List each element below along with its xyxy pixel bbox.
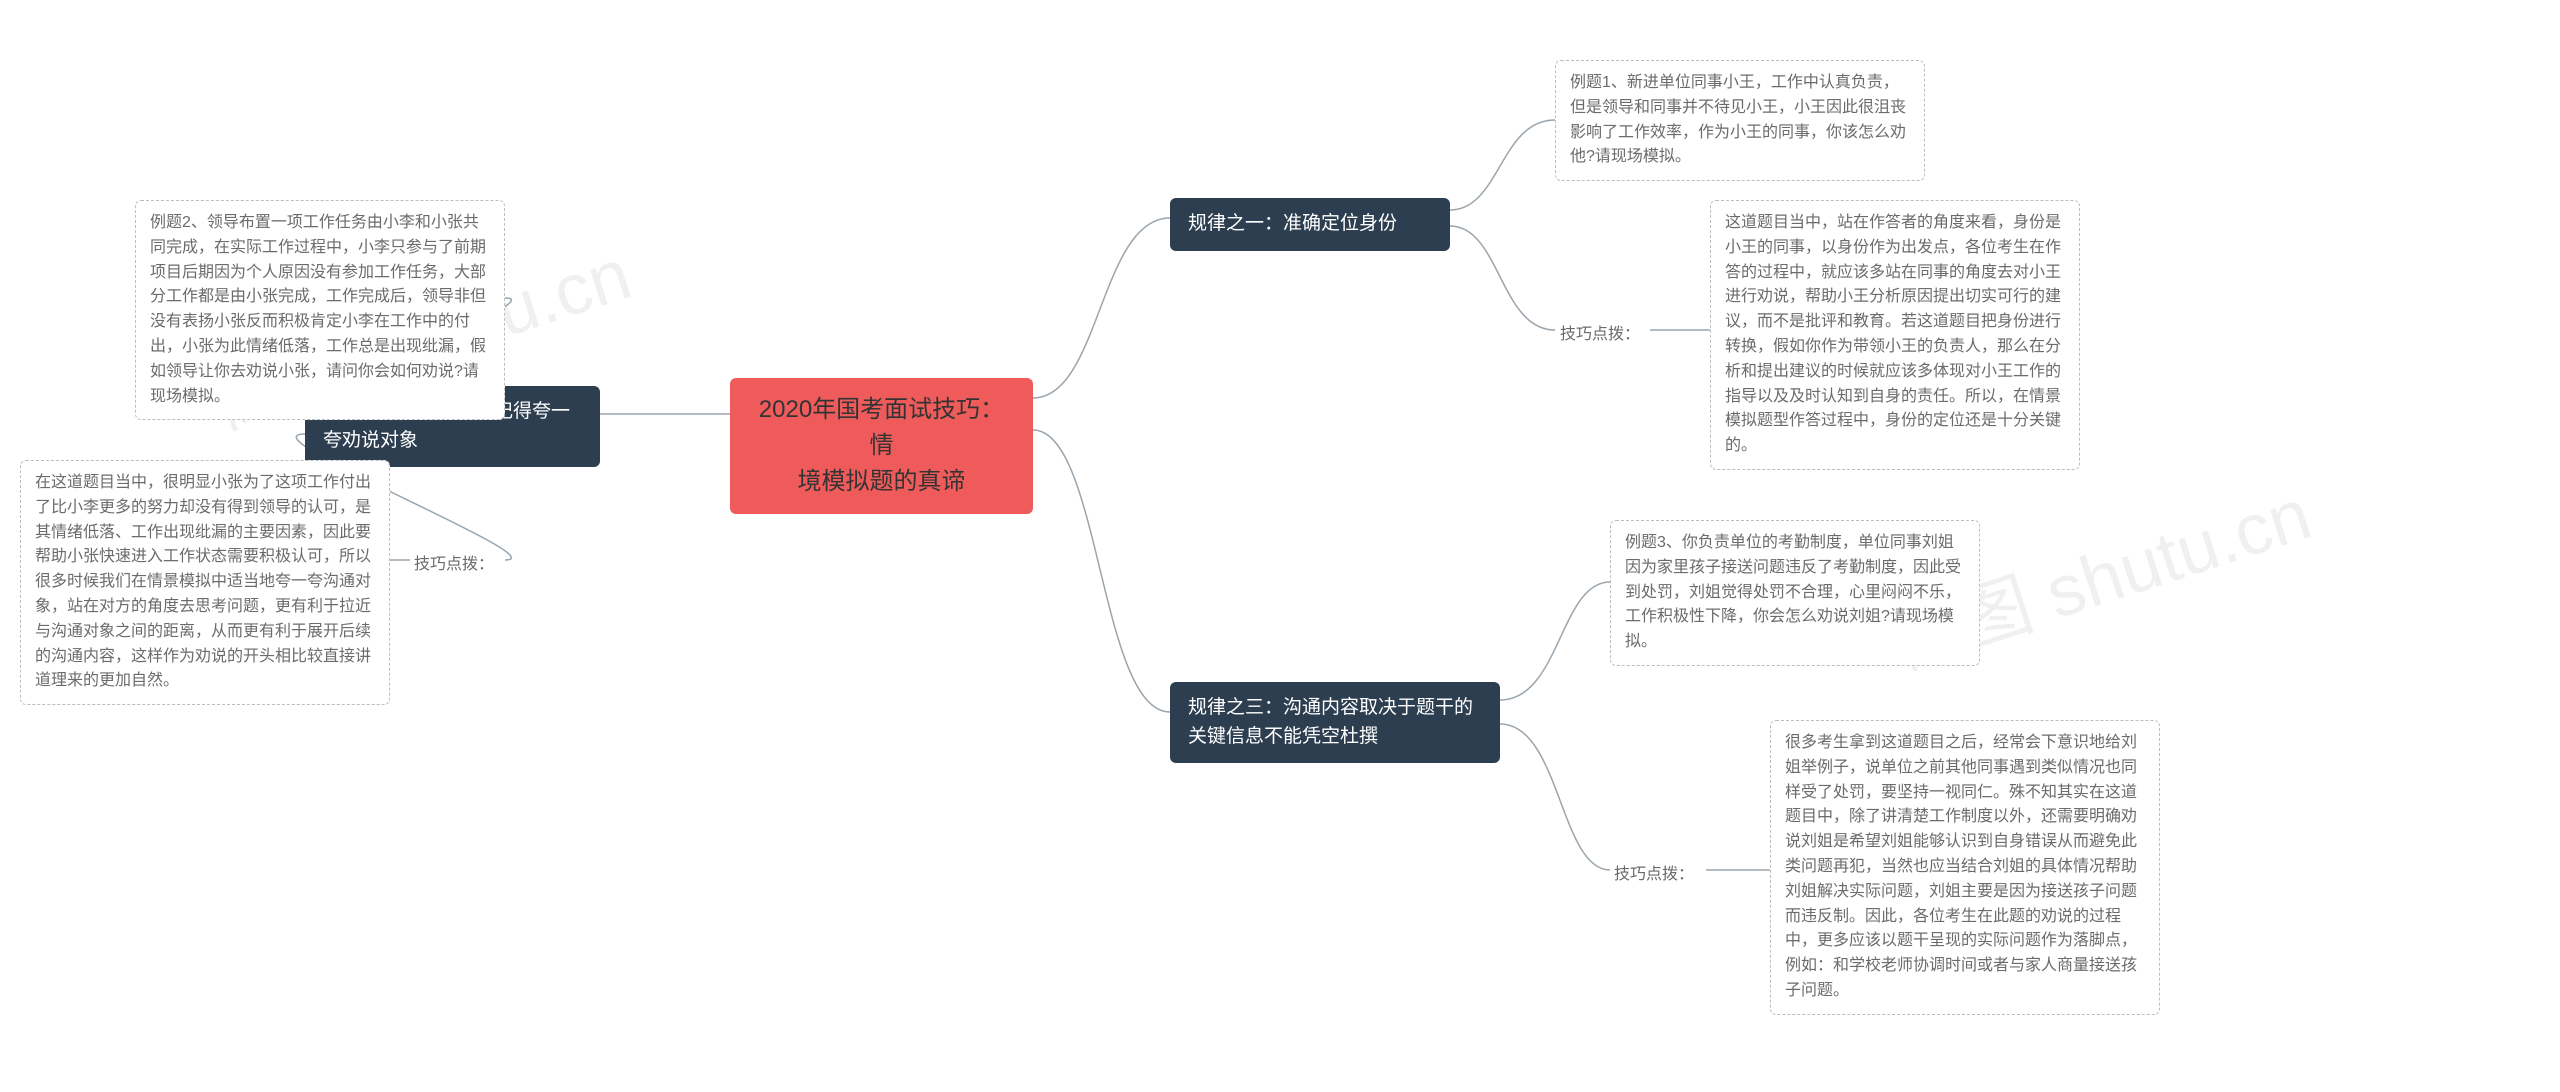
rule2-tip-label: 技巧点拨：	[414, 550, 494, 574]
root-node: 2020年国考面试技巧：情 境模拟题的真谛	[730, 378, 1033, 514]
rule3-title-line1: 规律之三：沟通内容取决于题干的	[1188, 694, 1482, 723]
rule1-branch: 规律之一：准确定位身份	[1170, 198, 1450, 251]
rule3-example-text: 例题3、你负责单位的考勤制度，单位同事刘姐因为家里孩子接送问题违反了考勤制度，因…	[1625, 534, 1961, 650]
rule3-tip: 很多考生拿到这道题目之后，经常会下意识地给刘姐举例子，说单位之前其他同事遇到类似…	[1770, 720, 2160, 1015]
rule3-tip-label: 技巧点拨：	[1614, 860, 1694, 884]
rule1-example-text: 例题1、新进单位同事小王，工作中认真负责，但是领导和同事并不待见小王，小王因此很…	[1570, 74, 1906, 165]
root-title-line1: 2020年国考面试技巧：情	[748, 392, 1015, 464]
root-title-line2: 境模拟题的真谛	[748, 464, 1015, 500]
rule2-tip-text: 在这道题目当中，很明显小张为了这项工作付出了比小李更多的努力却没有得到领导的认可…	[35, 474, 371, 689]
rule3-title-line2: 关键信息不能凭空杜撰	[1188, 723, 1482, 752]
rule3-example: 例题3、你负责单位的考勤制度，单位同事刘姐因为家里孩子接送问题违反了考勤制度，因…	[1610, 520, 1980, 666]
rule2-example: 例题2、领导布置一项工作任务由小李和小张共同完成，在实际工作过程中，小李只参与了…	[135, 200, 505, 420]
rule1-tip: 这道题目当中，站在作答者的角度来看，身份是小王的同事，以身份作为出发点，各位考生…	[1710, 200, 2080, 470]
rule3-tip-text: 很多考生拿到这道题目之后，经常会下意识地给刘姐举例子，说单位之前其他同事遇到类似…	[1785, 734, 2137, 999]
rule1-tip-text: 这道题目当中，站在作答者的角度来看，身份是小王的同事，以身份作为出发点，各位考生…	[1725, 214, 2061, 454]
rule3-branch: 规律之三：沟通内容取决于题干的 关键信息不能凭空杜撰	[1170, 682, 1500, 763]
rule1-tip-label: 技巧点拨：	[1560, 320, 1640, 344]
rule2-tip: 在这道题目当中，很明显小张为了这项工作付出了比小李更多的努力却没有得到领导的认可…	[20, 460, 390, 705]
rule1-example: 例题1、新进单位同事小王，工作中认真负责，但是领导和同事并不待见小王，小王因此很…	[1555, 60, 1925, 181]
rule1-title: 规律之一：准确定位身份	[1188, 213, 1397, 234]
rule2-example-text: 例题2、领导布置一项工作任务由小李和小张共同完成，在实际工作过程中，小李只参与了…	[150, 214, 486, 405]
